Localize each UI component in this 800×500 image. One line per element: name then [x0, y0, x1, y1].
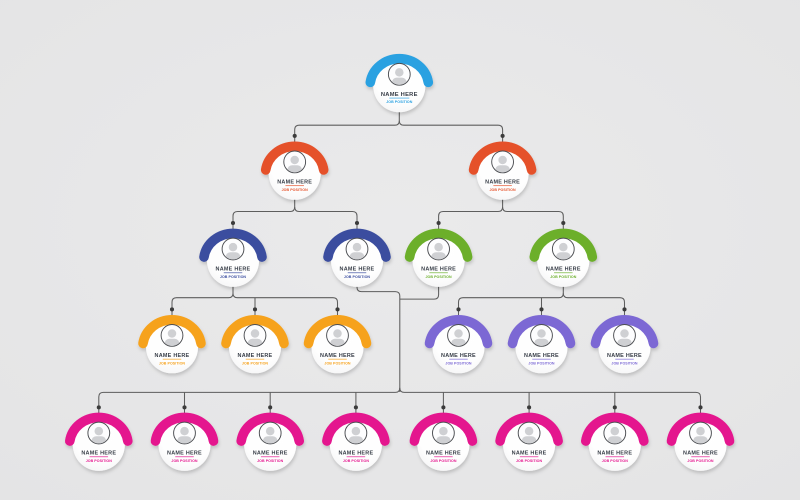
svg-text:JOB POSITION: JOB POSITION — [324, 361, 351, 365]
svg-text:NAME HERE: NAME HERE — [338, 451, 373, 457]
svg-text:NAME HERE: NAME HERE — [683, 451, 718, 457]
svg-text:NAME HERE: NAME HERE — [81, 451, 116, 457]
svg-text:JOB POSITION: JOB POSITION — [171, 459, 198, 463]
svg-text:NAME HERE: NAME HERE — [441, 353, 476, 359]
svg-text:JOB POSITION: JOB POSITION — [687, 459, 714, 463]
svg-text:JOB POSITION: JOB POSITION — [445, 361, 472, 365]
svg-text:JOB POSITION: JOB POSITION — [282, 188, 309, 192]
svg-text:JOB POSITION: JOB POSITION — [550, 275, 577, 279]
svg-text:JOB POSITION: JOB POSITION — [257, 459, 284, 463]
svg-text:NAME HERE: NAME HERE — [216, 267, 251, 273]
svg-text:NAME HERE: NAME HERE — [238, 353, 273, 359]
svg-text:NAME HERE: NAME HERE — [597, 451, 632, 457]
svg-text:NAME HERE: NAME HERE — [512, 451, 547, 457]
svg-text:JOB POSITION: JOB POSITION — [242, 361, 269, 365]
svg-text:JOB POSITION: JOB POSITION — [430, 459, 457, 463]
svg-text:NAME HERE: NAME HERE — [524, 353, 559, 359]
svg-text:JOB POSITION: JOB POSITION — [220, 275, 247, 279]
svg-text:JOB POSITION: JOB POSITION — [611, 361, 638, 365]
svg-text:JOB POSITION: JOB POSITION — [516, 459, 543, 463]
svg-text:NAME HERE: NAME HERE — [426, 451, 461, 457]
svg-text:JOB POSITION: JOB POSITION — [86, 459, 113, 463]
svg-text:NAME HERE: NAME HERE — [381, 92, 418, 98]
svg-text:NAME HERE: NAME HERE — [340, 267, 375, 273]
svg-text:NAME HERE: NAME HERE — [485, 179, 520, 185]
svg-text:NAME HERE: NAME HERE — [167, 451, 202, 457]
svg-text:NAME HERE: NAME HERE — [277, 179, 312, 185]
svg-text:NAME HERE: NAME HERE — [607, 353, 642, 359]
svg-text:NAME HERE: NAME HERE — [546, 267, 581, 273]
svg-text:NAME HERE: NAME HERE — [155, 353, 190, 359]
svg-text:JOB POSITION: JOB POSITION — [528, 361, 555, 365]
svg-text:JOB POSITION: JOB POSITION — [426, 275, 453, 279]
svg-text:NAME HERE: NAME HERE — [320, 353, 355, 359]
svg-text:JOB POSITION: JOB POSITION — [343, 459, 370, 463]
svg-text:JOB POSITION: JOB POSITION — [602, 459, 629, 463]
svg-text:JOB POSITION: JOB POSITION — [490, 188, 517, 192]
svg-text:JOB POSITION: JOB POSITION — [159, 361, 186, 365]
svg-text:JOB POSITION: JOB POSITION — [386, 100, 413, 104]
svg-text:NAME HERE: NAME HERE — [421, 267, 456, 273]
svg-text:JOB POSITION: JOB POSITION — [344, 275, 371, 279]
svg-text:NAME HERE: NAME HERE — [253, 451, 288, 457]
